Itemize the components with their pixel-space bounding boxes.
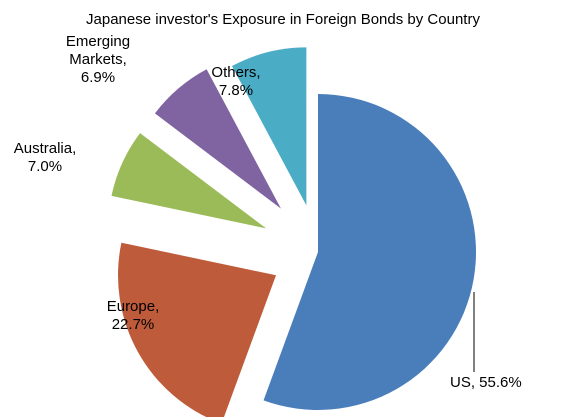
chart-title: Japanese investor's Exposure in Foreign … [86, 11, 480, 28]
slice-label-us: US, 55.6% [450, 374, 522, 391]
pie-slice-australia [111, 133, 267, 229]
pie-slice-europe [118, 242, 277, 417]
slice-label-emerging-markets: Emerging Markets, 6.9% [66, 33, 130, 86]
slice-label-others: Others, 7.8% [211, 64, 260, 99]
pie-slice-emerging-markets [154, 69, 281, 209]
slices-layer [111, 47, 477, 417]
slice-label-europe: Europe, 22.7% [107, 298, 160, 333]
pie-slice-others [231, 47, 307, 206]
slice-label-australia: Australia, 7.0% [14, 140, 77, 175]
pie-slice-us [263, 94, 477, 410]
labels-layer: US, 55.6% Europe, 22.7% Australia, 7.0% Emerg… [14, 33, 522, 391]
